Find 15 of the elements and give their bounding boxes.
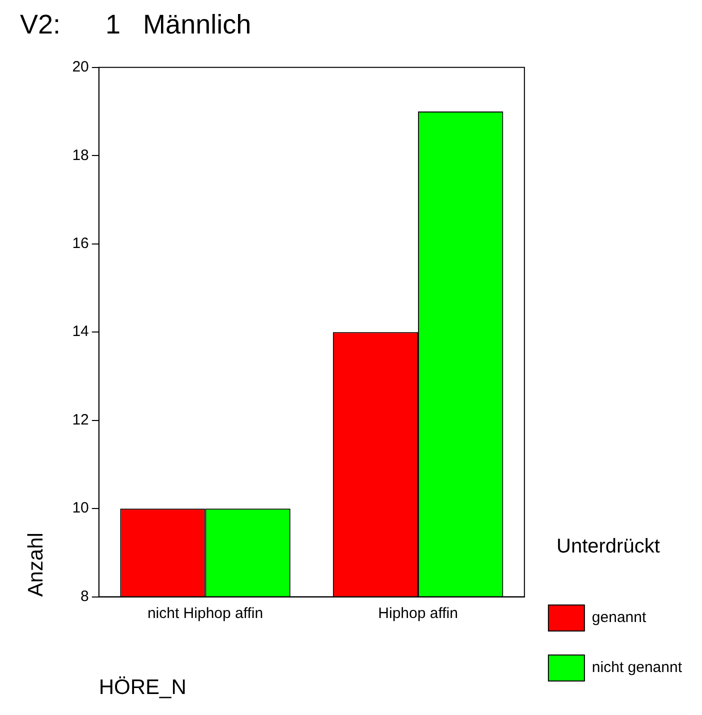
y-tick-label: 10 — [72, 500, 89, 517]
x-axis-title: HÖRE_N — [98, 676, 186, 700]
y-tick-label: 12 — [72, 411, 89, 428]
y-tick-label: 8 — [80, 588, 89, 605]
legend-label: genannt — [592, 609, 647, 626]
y-axis-title: Anzahl — [24, 532, 48, 597]
y-tick-label: 20 — [72, 58, 89, 76]
legend-label: nicht genannt — [592, 659, 683, 676]
x-tick-label: Hiphop affin — [378, 604, 458, 622]
y-tick-label: 18 — [72, 146, 89, 164]
legend-title: Unterdrückt — [556, 536, 660, 558]
chart-title: V2: 1 Männlich — [20, 10, 252, 40]
y-tick-label: 16 — [72, 235, 89, 252]
x-tick-label: nicht Hiphop affin — [147, 604, 264, 622]
y-tick-label: 14 — [72, 323, 89, 340]
